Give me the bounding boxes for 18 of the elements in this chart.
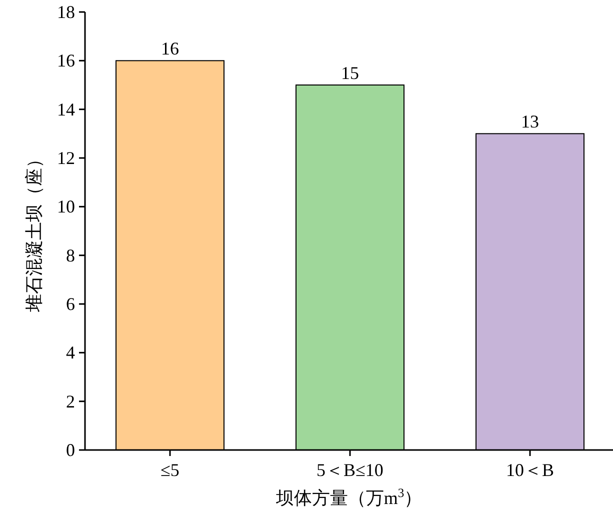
data-label: 13: [521, 112, 539, 132]
y-tick-label: 6: [66, 294, 75, 314]
x-tick-label: 10＜B: [506, 460, 554, 480]
y-tick-label: 0: [66, 440, 75, 460]
y-axis-title: 堆石混凝土坝（座）: [24, 150, 44, 313]
y-tick-label: 14: [57, 99, 75, 120]
y-tick-label: 18: [57, 2, 75, 22]
y-tick-label: 16: [57, 50, 75, 71]
data-label: 15: [341, 63, 359, 83]
data-label: 16: [161, 38, 179, 59]
y-tick-label: 2: [66, 391, 75, 412]
y-tick-label: 12: [57, 148, 75, 168]
x-tick-label: 5＜B≤10: [316, 460, 384, 480]
x-tick-label: ≤5: [160, 460, 180, 480]
y-tick-label: 8: [66, 245, 75, 266]
x-axis-title: 坝体方量（万m$^{3}$）: [274, 486, 422, 508]
y-tick-label: 10: [57, 196, 75, 217]
y-tick-label: 4: [66, 342, 75, 363]
